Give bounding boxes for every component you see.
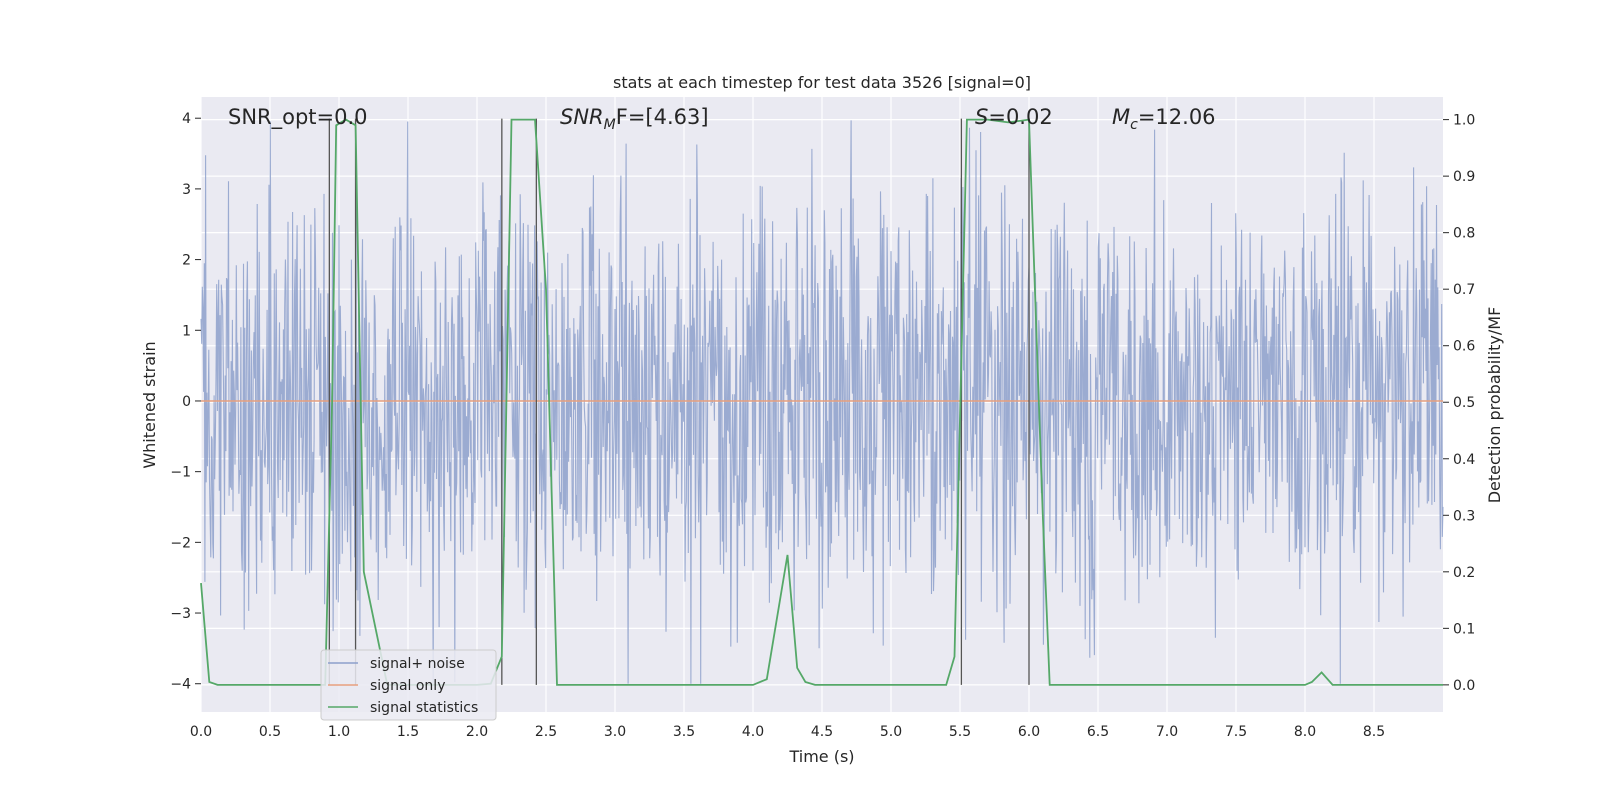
signal-noise-series xyxy=(200,120,1444,684)
annotation-snr-mf-sub: M xyxy=(604,117,616,133)
x-tick-label: 3.0 xyxy=(604,724,626,740)
x-tick-label: 6.0 xyxy=(1018,724,1040,740)
y2-tick-label: 0.7 xyxy=(1453,282,1475,298)
y-tick-label: 4 xyxy=(182,111,191,127)
y-tick-label: −2 xyxy=(170,535,191,551)
annotation-mc-sub: c xyxy=(1130,117,1138,133)
y2-tick-label: 0.2 xyxy=(1453,565,1475,581)
signal-noise-line xyxy=(200,120,1444,684)
x-tick-label: 5.5 xyxy=(949,724,971,740)
x-tick-label: 7.5 xyxy=(1225,724,1247,740)
legend-label-signal-only: signal only xyxy=(370,678,445,694)
annotation-mc: Mc=12.06 xyxy=(1112,105,1216,133)
x-tick-labels: 0.0 0.5 1.0 1.5 2.0 2.5 3.0 3.5 4.0 4.5 5.0 5.5 6.0 6… xyxy=(190,724,1385,740)
annotation-s: S=0.02 xyxy=(975,105,1053,129)
legend: signal+ noise signal only signal statist… xyxy=(320,649,497,721)
grid xyxy=(200,97,1443,712)
y2-axis-title: Detection probability/MF xyxy=(1485,307,1504,504)
x-tick-label: 2.5 xyxy=(535,724,557,740)
annotation-snr-opt: SNR_opt=0.0 xyxy=(228,105,368,130)
y2-tick-label: 0.5 xyxy=(1453,395,1475,411)
vertical-markers xyxy=(328,118,1030,685)
x-tick-label: 1.5 xyxy=(397,724,419,740)
signal-statistics-line xyxy=(200,118,1443,686)
y-tick-label: −3 xyxy=(170,606,191,622)
y2-tick-labels: 1.0 0.9 0.8 0.7 0.6 0.5 0.4 0.3 0.2 0.1 0.0 xyxy=(1443,113,1475,694)
y-axis-title: Whitened strain xyxy=(140,341,159,468)
y-tick-label: 1 xyxy=(182,323,191,339)
y-tick-label: −4 xyxy=(170,677,191,693)
annotation-s-main: S xyxy=(975,105,988,129)
x-tick-label: 5.0 xyxy=(880,724,902,740)
x-tick-label: 0.0 xyxy=(190,724,212,740)
x-tick-label: 6.5 xyxy=(1087,724,1109,740)
annotation-snr-mf-rest: F=[4.63] xyxy=(616,105,709,129)
legend-label-signal-noise: signal+ noise xyxy=(370,656,465,672)
y-tick-label: 0 xyxy=(182,394,191,410)
y-tick-labels: 4 3 2 1 0 −1 −2 −3 −4 xyxy=(170,111,201,693)
x-tick-label: 3.5 xyxy=(673,724,695,740)
annotation-snr-mf-main: SNR xyxy=(560,105,604,129)
y2-tick-label: 0.9 xyxy=(1453,169,1475,185)
x-tick-label: 7.0 xyxy=(1156,724,1178,740)
x-tick-label: 4.0 xyxy=(742,724,764,740)
y2-tick-label: 1.0 xyxy=(1453,113,1475,129)
y-tick-label: 3 xyxy=(182,182,191,198)
x-tick-label: 4.5 xyxy=(811,724,833,740)
y2-tick-label: 0.4 xyxy=(1453,452,1475,468)
y2-tick-label: 0.6 xyxy=(1453,339,1475,355)
annotation-s-rest: =0.02 xyxy=(988,105,1052,129)
legend-label-signal-statistics: signal statistics xyxy=(370,700,478,716)
y-tick-label: −1 xyxy=(170,465,191,481)
y2-tick-label: 0.0 xyxy=(1453,678,1475,694)
x-tick-label: 8.5 xyxy=(1363,724,1385,740)
y2-tick-label: 0.1 xyxy=(1453,621,1475,637)
signal-statistics-series xyxy=(200,118,1443,686)
annotation-mc-main: M xyxy=(1112,105,1130,129)
x-tick-label: 0.5 xyxy=(259,724,281,740)
annotation-mc-rest: =12.06 xyxy=(1138,105,1216,129)
y-tick-label: 2 xyxy=(182,253,191,269)
x-axis-title: Time (s) xyxy=(788,747,854,766)
y2-tick-label: 0.3 xyxy=(1453,508,1475,524)
y2-tick-label: 0.8 xyxy=(1453,226,1475,242)
x-tick-label: 1.0 xyxy=(328,724,350,740)
chart-title: stats at each timestep for test data 352… xyxy=(613,73,1031,92)
legend-box xyxy=(320,649,497,721)
annotation-snr-mf: SNRMF=[4.63] xyxy=(560,105,709,133)
x-tick-label: 8.0 xyxy=(1294,724,1316,740)
x-tick-label: 2.0 xyxy=(466,724,488,740)
